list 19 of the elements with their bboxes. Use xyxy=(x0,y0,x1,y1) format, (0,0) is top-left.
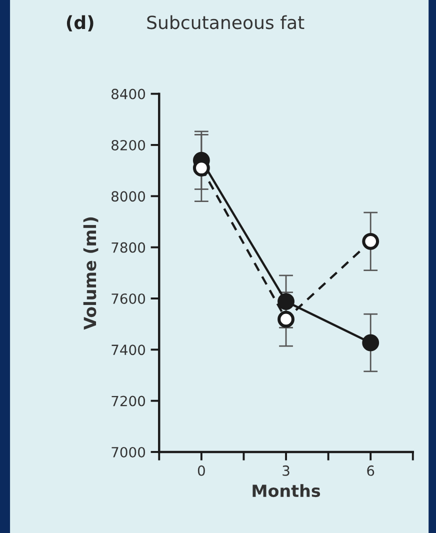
x-tick-label: 6 xyxy=(367,465,374,476)
y-tick-label: 8200 xyxy=(112,140,146,150)
text: (d) xyxy=(66,15,94,32)
y-tick-label: 8400 xyxy=(112,88,146,100)
y-tick-label: 8000 xyxy=(112,191,146,202)
y-tick-label: 7400 xyxy=(112,344,146,356)
y-tick-label: 7600 xyxy=(112,293,146,304)
point xyxy=(278,310,294,328)
y-tick-label: 7800 xyxy=(112,242,146,253)
point xyxy=(362,334,380,352)
x-tick-label: 3 xyxy=(282,465,290,476)
y-axis-title: Volume (ml) xyxy=(83,217,98,330)
y-tick-label: 7000 xyxy=(112,446,146,458)
point xyxy=(278,293,294,310)
y-tick-label: 7200 xyxy=(112,396,146,406)
x-tick-label: 0 xyxy=(198,465,205,476)
chart-title: Subcutaneous fat xyxy=(147,15,304,30)
point xyxy=(362,232,380,250)
x-axis-title: Months xyxy=(252,484,320,498)
